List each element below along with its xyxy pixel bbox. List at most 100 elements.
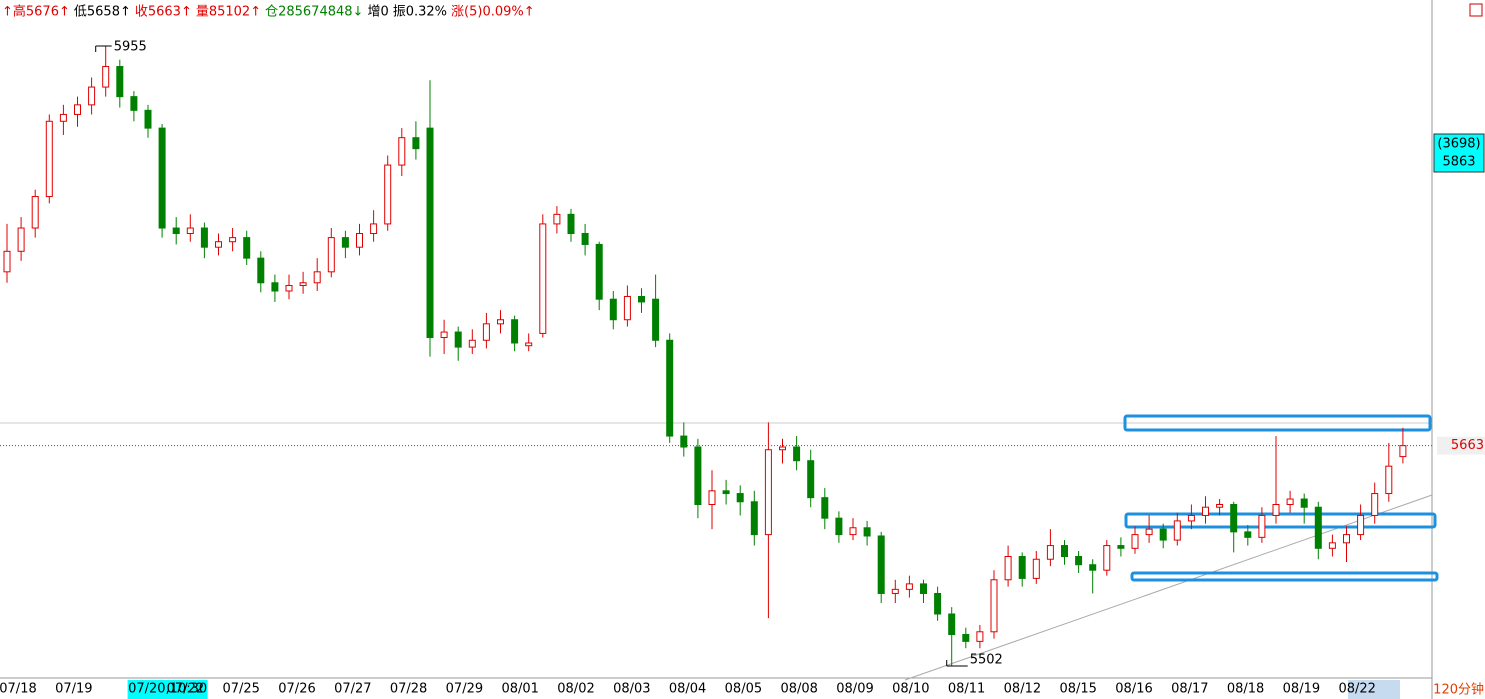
candle-body xyxy=(341,237,349,248)
candle-body xyxy=(454,331,462,348)
x-tick-label: 08/04 xyxy=(669,682,706,697)
panel-icon[interactable] xyxy=(1469,3,1483,17)
x-tick-label: 08/05 xyxy=(725,682,762,697)
candle-body xyxy=(694,446,702,505)
x-tick-label: 08/18 xyxy=(1227,682,1264,697)
candle-body xyxy=(158,127,166,229)
candle-body xyxy=(356,233,363,248)
low-label: 5502 xyxy=(970,653,1003,668)
candle-body xyxy=(1328,542,1336,549)
candle-body xyxy=(200,227,208,248)
candle-body xyxy=(1272,503,1280,516)
candle-body xyxy=(1018,556,1026,579)
candle-body xyxy=(285,285,293,292)
candle-body xyxy=(59,113,67,122)
candle-body xyxy=(525,342,533,347)
x-tick-label: 08/11 xyxy=(948,682,985,697)
candle-body xyxy=(764,449,772,536)
candle-body xyxy=(243,237,251,259)
candle-body xyxy=(835,517,843,536)
candle-body xyxy=(215,241,222,248)
candle-body xyxy=(595,243,603,300)
candle-body xyxy=(257,257,265,284)
candle-body xyxy=(779,446,786,451)
header: ↑高5676↑ 低5658↑ 收5663↑ 量85102↑ 仓285674848↓ 增0 振… xyxy=(2,4,535,20)
cursor-volume-label: (3698) xyxy=(1437,137,1480,152)
candle-body xyxy=(1145,528,1153,536)
candle-body xyxy=(905,583,913,590)
candle-body xyxy=(623,295,631,321)
x-tick-label: 08/22 xyxy=(1338,682,1375,697)
x-tick-label: 08/10 xyxy=(892,682,929,697)
candle-body xyxy=(1314,506,1322,549)
candle-body xyxy=(638,295,645,303)
candle-body xyxy=(17,227,25,252)
candle-body xyxy=(102,66,110,88)
header-item: ↑高5676↑ xyxy=(2,4,70,20)
candle-body xyxy=(511,319,519,344)
candle-body xyxy=(1343,534,1350,544)
header-item: 收5663↑ xyxy=(135,5,192,20)
candle-body xyxy=(1216,503,1224,508)
candle-body xyxy=(539,223,547,334)
x-tick-label: 08/15 xyxy=(1059,682,1096,697)
candle-body xyxy=(327,237,335,273)
x-tick-label: 07/28 xyxy=(390,682,427,697)
x-tick-label: 08/19 xyxy=(1283,682,1320,697)
candle-body xyxy=(88,86,96,106)
candle-body xyxy=(1230,503,1238,533)
high-label: 5955 xyxy=(114,40,147,55)
header-item: 仓285674848↓ xyxy=(265,5,363,20)
x-tick-label: 07/27 xyxy=(334,682,371,697)
candle-body xyxy=(74,104,81,115)
candle-body xyxy=(186,227,194,235)
candle-body xyxy=(384,164,392,225)
resistance-box xyxy=(1123,414,1432,432)
candle-body xyxy=(1244,531,1252,538)
cursor-date-bg xyxy=(127,680,208,699)
candle-body xyxy=(299,282,307,287)
x-tick-label: 08/16 xyxy=(1115,682,1152,697)
last-price-label: 5663 xyxy=(1451,438,1484,453)
candle-body xyxy=(1385,465,1393,495)
candle-body xyxy=(1399,445,1407,458)
candle-body xyxy=(229,237,237,243)
candle-body xyxy=(144,109,152,129)
date-highlight xyxy=(1348,680,1400,699)
candle-body xyxy=(271,282,279,292)
candle-body xyxy=(398,137,406,166)
candle-body xyxy=(736,493,744,503)
candle-body xyxy=(990,579,998,633)
header-item: 振0.32% xyxy=(393,5,447,20)
candle-body xyxy=(609,298,617,321)
candle-body xyxy=(722,490,730,495)
period-label: 120分钟 xyxy=(1433,682,1484,698)
x-tick-label: 08/12 xyxy=(1004,682,1041,697)
x-tick-label: 08/09 xyxy=(836,682,873,697)
candle-body xyxy=(45,120,53,198)
candle-body xyxy=(1159,528,1167,541)
candle-body xyxy=(1371,493,1379,516)
candle-body xyxy=(31,196,39,229)
x-tick-label: 07/19 xyxy=(55,682,92,697)
header-item: 增0 xyxy=(367,5,388,20)
candle-body xyxy=(482,323,490,341)
candle-body xyxy=(172,227,180,235)
candle-body xyxy=(567,213,575,235)
candle-body xyxy=(3,250,11,273)
cursor-date: 07/20,10:30 xyxy=(128,682,207,697)
candle-body xyxy=(116,66,124,98)
candle-body xyxy=(1032,558,1040,579)
header-item: 涨(5)0.09%↑ xyxy=(451,5,535,20)
candle-body xyxy=(1173,520,1181,541)
candle-body xyxy=(553,213,561,225)
x-tick-label: 08/02 xyxy=(557,682,594,697)
candle-body xyxy=(849,527,857,536)
candle-body xyxy=(976,631,984,642)
x-tick-label: 07/25 xyxy=(222,682,259,697)
cursor-price: 5863 xyxy=(1442,155,1475,170)
candle-body xyxy=(1300,498,1308,508)
candle-body xyxy=(652,298,660,341)
candle-body xyxy=(412,137,420,150)
